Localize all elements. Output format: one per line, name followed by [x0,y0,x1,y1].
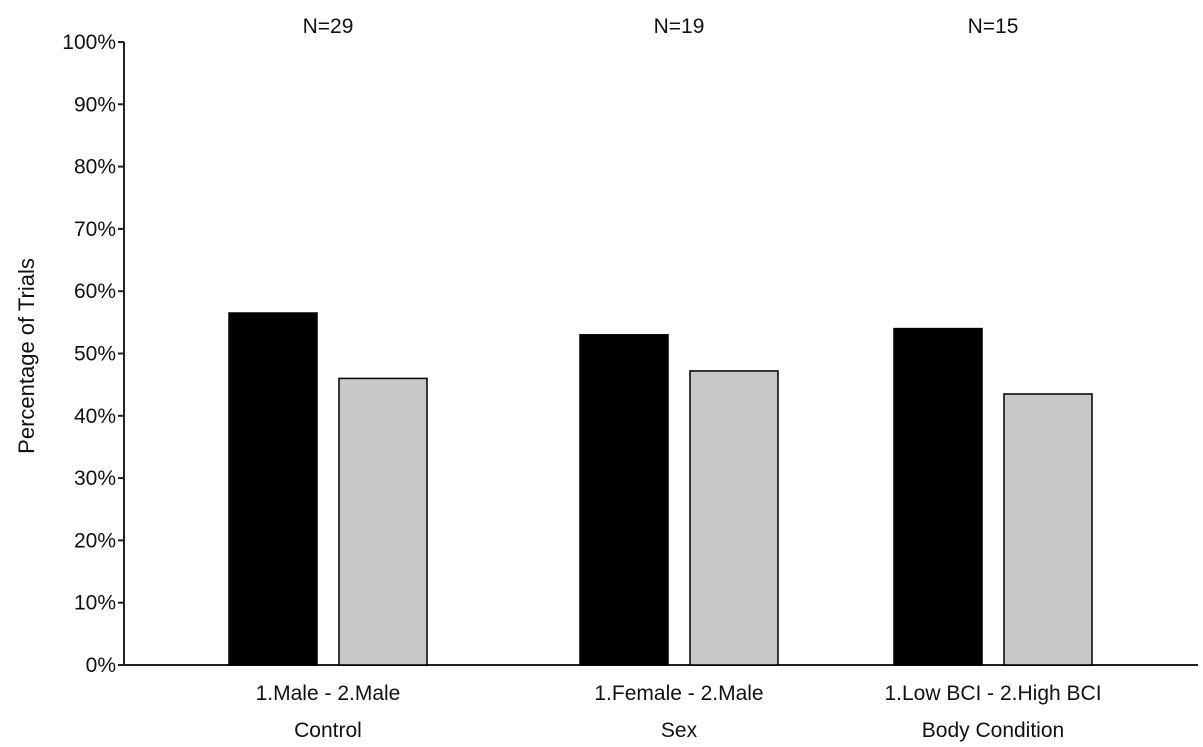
n-label: N=15 [968,15,1019,38]
x-group-label: Sex [661,719,698,742]
y-tick-label: 100% [62,31,116,54]
y-tick-label: 50% [74,343,116,366]
y-tick-label: 40% [74,405,116,428]
sample-size-labels: N=29 N=19 N=15 [303,15,1019,38]
n-label: N=19 [654,15,705,38]
bar [228,312,318,666]
x-category-label: 1.Low BCI - 2.High BCI [884,682,1101,705]
x-group-label: Body Condition [922,719,1064,742]
y-tick-label: 30% [74,467,116,490]
y-axis-label: Percentage of Trials [14,258,39,454]
x-category-label: 1.Male - 2.Male [256,682,401,705]
bar [579,334,669,666]
y-tick-label: 60% [74,280,116,303]
bars [228,312,1093,666]
y-axis: 0% 10% 20% 30% 40% 50% 60% 70% 80% 90% 100% [62,31,125,677]
bar [338,377,428,666]
category-labels: 1.Male - 2.Male Control 1.Female - 2.Male S… [256,682,1102,742]
bar [689,370,779,666]
y-tick-label: 10% [74,592,116,615]
y-tick-label: 0% [86,654,116,677]
y-tick-label: 90% [74,93,116,116]
bar [893,327,983,666]
bar [1003,393,1093,666]
y-tick-label: 20% [74,529,116,552]
y-tick-label: 70% [74,218,116,241]
y-tick-label: 80% [74,156,116,179]
x-group-label: Control [294,719,362,742]
n-label: N=29 [303,15,354,38]
x-category-label: 1.Female - 2.Male [594,682,763,705]
